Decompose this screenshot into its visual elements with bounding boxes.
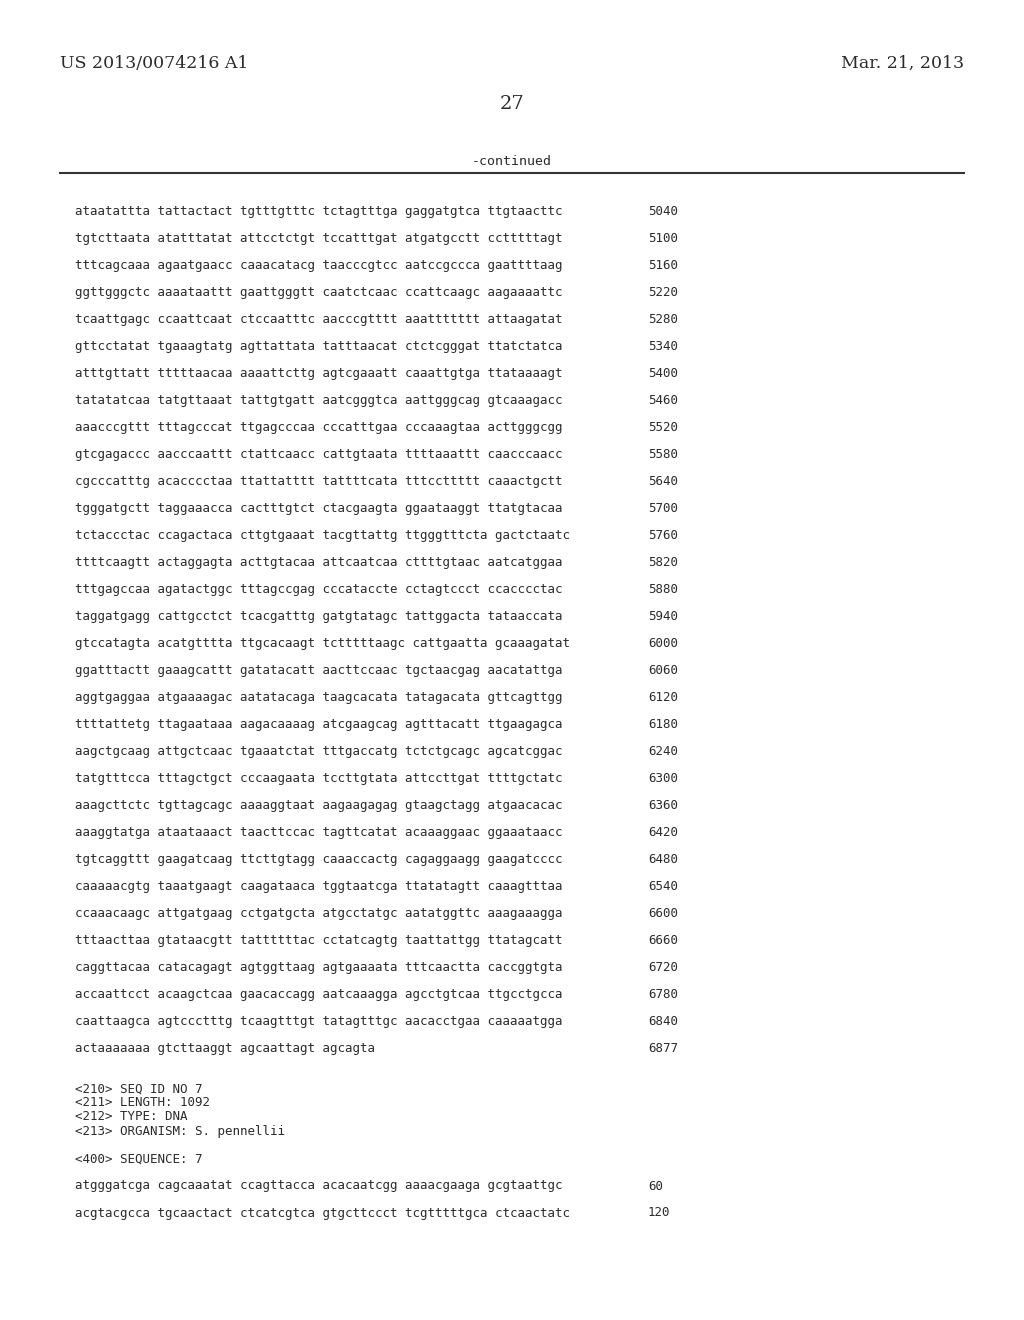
Text: 5160: 5160 — [648, 259, 678, 272]
Text: aaacccgttt tttagcccat ttgagcccaa cccatttgaa cccaaagtaa acttgggcgg: aaacccgttt tttagcccat ttgagcccaa cccattt… — [75, 421, 562, 434]
Text: aaaggtatga ataataaact taacttccac tagttcatat acaaaggaac ggaaataacc: aaaggtatga ataataaact taacttccac tagttca… — [75, 826, 562, 840]
Text: gtcgagaccc aacccaattt ctattcaacc cattgtaata ttttaaattt caacccaacc: gtcgagaccc aacccaattt ctattcaacc cattgta… — [75, 447, 562, 461]
Text: 6420: 6420 — [648, 826, 678, 840]
Text: 5100: 5100 — [648, 232, 678, 246]
Text: tatatatcaa tatgttaaat tattgtgatt aatcgggtca aattgggcag gtcaaagacc: tatatatcaa tatgttaaat tattgtgatt aatcggg… — [75, 393, 562, 407]
Text: 6180: 6180 — [648, 718, 678, 731]
Text: 6840: 6840 — [648, 1015, 678, 1028]
Text: 5880: 5880 — [648, 583, 678, 597]
Text: 6877: 6877 — [648, 1041, 678, 1055]
Text: cgcccatttg acacccctaa ttattatttt tattttcata tttccttttt caaactgctt: cgcccatttg acacccctaa ttattatttt tattttc… — [75, 475, 562, 488]
Text: 6660: 6660 — [648, 935, 678, 946]
Text: 6480: 6480 — [648, 853, 678, 866]
Text: 5040: 5040 — [648, 205, 678, 218]
Text: 6360: 6360 — [648, 799, 678, 812]
Text: 6240: 6240 — [648, 744, 678, 758]
Text: tgtcttaata atatttatat attcctctgt tccatttgat atgatgcctt cctttttagt: tgtcttaata atatttatat attcctctgt tccattt… — [75, 232, 562, 246]
Text: ggatttactt gaaagcattt gatatacatt aacttccaac tgctaacgag aacatattga: ggatttactt gaaagcattt gatatacatt aacttcc… — [75, 664, 562, 677]
Text: Mar. 21, 2013: Mar. 21, 2013 — [841, 55, 964, 73]
Text: 5340: 5340 — [648, 341, 678, 352]
Text: US 2013/0074216 A1: US 2013/0074216 A1 — [60, 55, 249, 73]
Text: 5820: 5820 — [648, 556, 678, 569]
Text: tgggatgctt taggaaacca cactttgtct ctacgaagta ggaataaggt ttatgtacaa: tgggatgctt taggaaacca cactttgtct ctacgaa… — [75, 502, 562, 515]
Text: caggttacaa catacagagt agtggttaag agtgaaaata tttcaactta caccggtgta: caggttacaa catacagagt agtggttaag agtgaaa… — [75, 961, 562, 974]
Text: acgtacgcca tgcaactact ctcatcgtca gtgcttccct tcgtttttgca ctcaactatc: acgtacgcca tgcaactact ctcatcgtca gtgcttc… — [75, 1206, 570, 1220]
Text: 5640: 5640 — [648, 475, 678, 488]
Text: -continued: -continued — [472, 154, 552, 168]
Text: gtccatagta acatgtttta ttgcacaagt tctttttaagc cattgaatta gcaaagatat: gtccatagta acatgtttta ttgcacaagt tcttttt… — [75, 638, 570, 649]
Text: <210> SEQ ID NO 7: <210> SEQ ID NO 7 — [75, 1082, 203, 1096]
Text: 5220: 5220 — [648, 286, 678, 300]
Text: actaaaaaaa gtcttaaggt agcaattagt agcagta: actaaaaaaa gtcttaaggt agcaattagt agcagta — [75, 1041, 375, 1055]
Text: 6060: 6060 — [648, 664, 678, 677]
Text: aggtgaggaa atgaaaagac aatatacaga taagcacata tatagacata gttcagttgg: aggtgaggaa atgaaaagac aatatacaga taagcac… — [75, 690, 562, 704]
Text: accaattcct acaagctcaa gaacaccagg aatcaaagga agcctgtcaa ttgcctgcca: accaattcct acaagctcaa gaacaccagg aatcaaa… — [75, 987, 562, 1001]
Text: ttttattetg ttagaataaa aagacaaaag atcgaagcag agtttacatt ttgaagagca: ttttattetg ttagaataaa aagacaaaag atcgaag… — [75, 718, 562, 731]
Text: tcaattgagc ccaattcaat ctccaatttc aacccgtttt aaattttttt attaagatat: tcaattgagc ccaattcaat ctccaatttc aacccgt… — [75, 313, 562, 326]
Text: tctaccctac ccagactaca cttgtgaaat tacgttattg ttgggtttcta gactctaatc: tctaccctac ccagactaca cttgtgaaat tacgtta… — [75, 529, 570, 543]
Text: caattaagca agtccctttg tcaagtttgt tatagtttgc aacacctgaa caaaaatgga: caattaagca agtccctttg tcaagtttgt tatagtt… — [75, 1015, 562, 1028]
Text: 27: 27 — [500, 95, 524, 114]
Text: 5760: 5760 — [648, 529, 678, 543]
Text: 6780: 6780 — [648, 987, 678, 1001]
Text: 6300: 6300 — [648, 772, 678, 785]
Text: 5940: 5940 — [648, 610, 678, 623]
Text: tgtcaggttt gaagatcaag ttcttgtagg caaaccactg cagaggaagg gaagatcccc: tgtcaggttt gaagatcaag ttcttgtagg caaacca… — [75, 853, 562, 866]
Text: 5700: 5700 — [648, 502, 678, 515]
Text: <212> TYPE: DNA: <212> TYPE: DNA — [75, 1110, 187, 1123]
Text: aagctgcaag attgctcaac tgaaatctat tttgaccatg tctctgcagc agcatcggac: aagctgcaag attgctcaac tgaaatctat tttgacc… — [75, 744, 562, 758]
Text: tttcagcaaa agaatgaacc caaacatacg taacccgtcc aatccgccca gaattttaag: tttcagcaaa agaatgaacc caaacatacg taacccg… — [75, 259, 562, 272]
Text: <400> SEQUENCE: 7: <400> SEQUENCE: 7 — [75, 1152, 203, 1166]
Text: atgggatcga cagcaaatat ccagttacca acacaatcgg aaaacgaaga gcgtaattgc: atgggatcga cagcaaatat ccagttacca acacaat… — [75, 1180, 562, 1192]
Text: ccaaacaagc attgatgaag cctgatgcta atgcctatgc aatatggttc aaagaaagga: ccaaacaagc attgatgaag cctgatgcta atgccta… — [75, 907, 562, 920]
Text: 5520: 5520 — [648, 421, 678, 434]
Text: ttttcaagtt actaggagta acttgtacaa attcaatcaa cttttgtaac aatcatggaa: ttttcaagtt actaggagta acttgtacaa attcaat… — [75, 556, 562, 569]
Text: 6600: 6600 — [648, 907, 678, 920]
Text: caaaaacgtg taaatgaagt caagataaca tggtaatcga ttatatagtt caaagtttaa: caaaaacgtg taaatgaagt caagataaca tggtaat… — [75, 880, 562, 894]
Text: tatgtttcca tttagctgct cccaagaata tccttgtata attccttgat ttttgctatc: tatgtttcca tttagctgct cccaagaata tccttgt… — [75, 772, 562, 785]
Text: taggatgagg cattgcctct tcacgatttg gatgtatagc tattggacta tataaccata: taggatgagg cattgcctct tcacgatttg gatgtat… — [75, 610, 562, 623]
Text: ggttgggctc aaaataattt gaattgggtt caatctcaac ccattcaagc aagaaaattc: ggttgggctc aaaataattt gaattgggtt caatctc… — [75, 286, 562, 300]
Text: gttcctatat tgaaagtatg agttattata tatttaacat ctctcgggat ttatctatca: gttcctatat tgaaagtatg agttattata tatttaa… — [75, 341, 562, 352]
Text: 60: 60 — [648, 1180, 663, 1192]
Text: <213> ORGANISM: S. pennellii: <213> ORGANISM: S. pennellii — [75, 1125, 285, 1138]
Text: 6540: 6540 — [648, 880, 678, 894]
Text: 120: 120 — [648, 1206, 671, 1220]
Text: tttaacttaa gtataacgtt tattttttac cctatcagtg taattattgg ttatagcatt: tttaacttaa gtataacgtt tattttttac cctatca… — [75, 935, 562, 946]
Text: aaagcttctc tgttagcagc aaaaggtaat aagaagagag gtaagctagg atgaacacac: aaagcttctc tgttagcagc aaaaggtaat aagaaga… — [75, 799, 562, 812]
Text: 5280: 5280 — [648, 313, 678, 326]
Text: 5580: 5580 — [648, 447, 678, 461]
Text: ataatattta tattactact tgtttgtttc tctagtttga gaggatgtca ttgtaacttc: ataatattta tattactact tgtttgtttc tctagtt… — [75, 205, 562, 218]
Text: 5460: 5460 — [648, 393, 678, 407]
Text: 6720: 6720 — [648, 961, 678, 974]
Text: 5400: 5400 — [648, 367, 678, 380]
Text: 6120: 6120 — [648, 690, 678, 704]
Text: atttgttatt tttttaacaa aaaattcttg agtcgaaatt caaattgtga ttataaaagt: atttgttatt tttttaacaa aaaattcttg agtcgaa… — [75, 367, 562, 380]
Text: tttgagccaa agatactggc tttagccgag cccataccte cctagtccct ccacccctac: tttgagccaa agatactggc tttagccgag cccatac… — [75, 583, 562, 597]
Text: 6000: 6000 — [648, 638, 678, 649]
Text: <211> LENGTH: 1092: <211> LENGTH: 1092 — [75, 1097, 210, 1110]
